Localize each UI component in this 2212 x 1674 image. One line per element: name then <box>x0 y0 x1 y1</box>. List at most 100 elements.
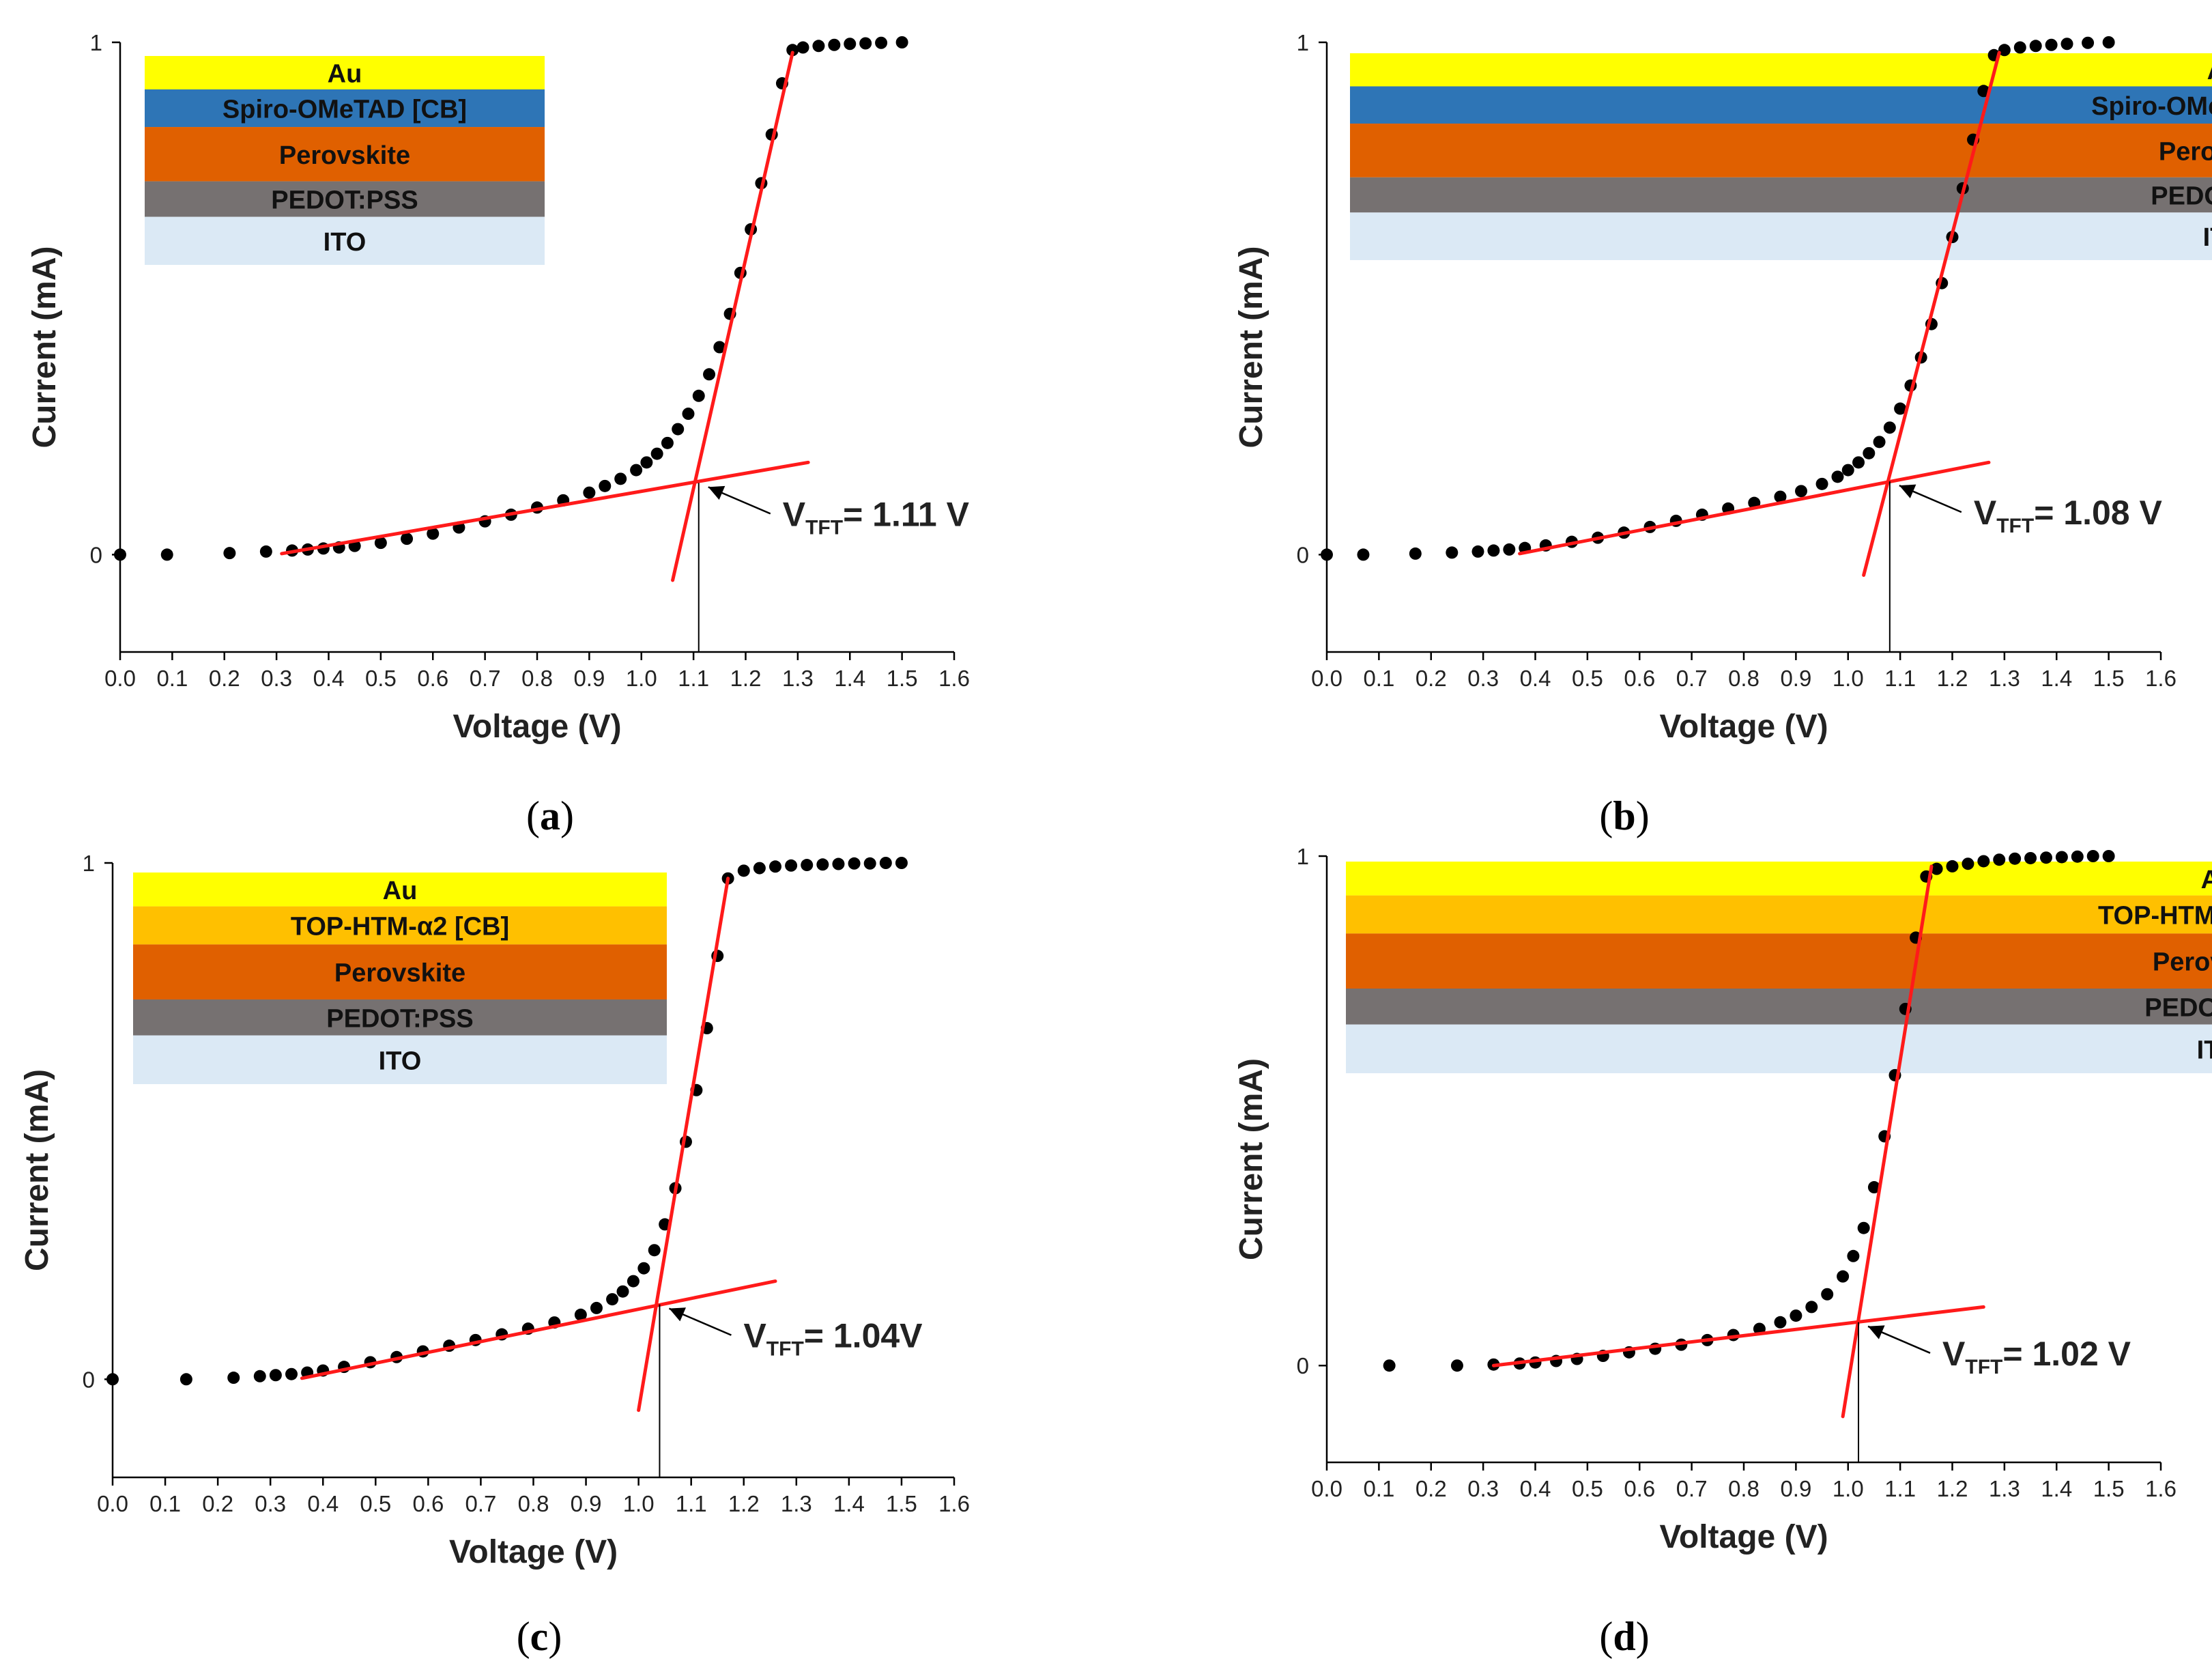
device-stack: Au TOP-HTM-α2 [DCM] Perovskite PEDOT:PSS ITO <box>1346 862 2212 1073</box>
data-point <box>1873 436 1886 449</box>
data-point <box>1894 402 1907 415</box>
y-tick-label: 0 <box>90 542 102 567</box>
data-point <box>844 38 857 51</box>
x-tick-label: 1.5 <box>2093 666 2125 691</box>
vtft-symbol: V <box>1942 1335 1966 1373</box>
data-point <box>374 537 387 550</box>
stack-layer-label: PEDOT:PSS <box>2144 993 2212 1022</box>
data-point <box>259 545 272 558</box>
data-point <box>1847 1249 1860 1262</box>
stack-layer <box>1350 212 2212 260</box>
data-point <box>1471 545 1484 558</box>
data-point <box>1805 1301 1818 1314</box>
y-tick-label: 1 <box>1297 844 1309 869</box>
x-axis-title: Voltage (V) <box>449 1534 618 1570</box>
data-point <box>1774 490 1787 503</box>
x-tick-label: 1.3 <box>1989 666 2020 691</box>
data-point <box>2055 851 2068 864</box>
data-point <box>269 1369 282 1382</box>
x-tick-label: 1.2 <box>728 1491 760 1516</box>
data-point <box>828 38 841 51</box>
y-tick-label: 1 <box>83 851 95 876</box>
caption-paren-close: ) <box>1636 793 1650 838</box>
arrow-head <box>1899 484 1916 498</box>
x-axis-title: Voltage (V) <box>1659 709 1828 745</box>
data-point <box>1998 44 2011 57</box>
data-point <box>1857 1221 1870 1234</box>
panel-a: 0.0 0.1 0.2 0.3 0.4 0.5 0.6 0.7 0.8 0.9 1.0 1.1 1.2 1… <box>27 30 970 838</box>
vtft-subscript: TFT <box>766 1338 804 1361</box>
stack-layer <box>133 873 667 907</box>
data-point <box>1930 862 1943 875</box>
vtft-label: VTFT= 1.02 V <box>1942 1335 2131 1378</box>
stack-layer <box>145 181 545 217</box>
data-point <box>606 1293 619 1306</box>
data-point <box>1977 85 1990 98</box>
stack-layer <box>145 89 545 128</box>
data-point <box>895 857 908 869</box>
vtft-subscript: TFT <box>805 516 843 539</box>
x-tick-label: 1.6 <box>938 1491 970 1516</box>
vtft-value: = 1.08 V <box>2034 494 2162 532</box>
stack-layer-label: TOP-HTM-α2 [DCM] <box>2098 902 2212 931</box>
stack-layer-label: PEDOT:PSS <box>2151 182 2212 211</box>
stack-layer-label: ITO <box>379 1047 422 1075</box>
stack-layer-label: ITO <box>324 228 367 257</box>
panel-caption: (a) <box>526 793 574 838</box>
stack-layer <box>133 906 667 945</box>
x-tick-label: 0.5 <box>365 666 397 691</box>
x-tick-label: 1.0 <box>623 1491 655 1516</box>
stack-layer <box>1346 895 2212 934</box>
caption-paren-open: ( <box>526 793 540 838</box>
data-point <box>106 1373 119 1386</box>
data-point <box>583 486 596 499</box>
vtft-value: = 1.04V <box>804 1317 923 1355</box>
x-tick-label: 0.7 <box>1676 1476 1708 1501</box>
vtft-subscript: TFT <box>1965 1356 2002 1378</box>
stack-layer-label: Perovskite <box>2153 948 2212 977</box>
vtft-symbol: V <box>1974 494 1997 532</box>
vtft-label: VTFT= 1.11 V <box>783 495 970 539</box>
data-point <box>1450 1359 1463 1372</box>
x-tick-label: 1.1 <box>678 666 709 691</box>
data-point <box>1321 548 1333 561</box>
x-tick-label: 0.2 <box>1416 666 1447 691</box>
y-axis-title: Current (mA) <box>1233 1058 1269 1260</box>
data-point <box>1487 544 1500 557</box>
x-tick-label: 0.8 <box>1728 666 1759 691</box>
data-point <box>713 341 726 354</box>
x-tick-label: 1.6 <box>938 666 970 691</box>
panel-c: 0.0 0.1 0.2 0.3 0.4 0.5 0.6 0.7 0.8 0.9 1.0 1.1 1.2 1… <box>19 851 970 1659</box>
data-point <box>816 858 829 871</box>
stack-layer <box>1350 86 2212 124</box>
device-stack: Au Spiro-OMeTAD [DCM] Perovskite PEDOT:PSS I… <box>1350 53 2212 260</box>
data-point <box>786 44 799 57</box>
x-tick-label: 0.0 <box>104 666 136 691</box>
data-point <box>2060 38 2073 51</box>
data-point <box>1383 1359 1396 1372</box>
data-point <box>401 533 414 545</box>
data-point <box>574 1308 587 1321</box>
data-point <box>863 857 876 870</box>
vtft-value: = 1.02 V <box>2002 1335 2131 1373</box>
data-point <box>1863 446 1876 459</box>
stack-layer-label: Au <box>328 59 362 88</box>
data-point <box>875 36 888 49</box>
data-point <box>1962 857 1974 870</box>
data-point <box>637 1262 650 1275</box>
data-point <box>223 547 236 560</box>
data-point <box>1831 470 1844 483</box>
x-tick-label: 0.8 <box>521 666 553 691</box>
data-point <box>114 548 126 561</box>
arrow-head <box>708 485 726 500</box>
stack-layer-label: Perovskite <box>2159 137 2212 166</box>
x-tick-label: 0.5 <box>360 1491 391 1516</box>
vtft-label: VTFT= 1.08 V <box>1974 494 2163 537</box>
data-point <box>253 1370 266 1382</box>
x-tick-label: 0.9 <box>1780 666 1811 691</box>
caption-letter: a <box>540 793 560 838</box>
x-tick-label: 0.4 <box>307 1491 339 1516</box>
device-stack: Au TOP-HTM-α2 [CB] Perovskite PEDOT:PSS ITO <box>133 873 667 1084</box>
x-tick-label: 1.4 <box>833 1491 865 1516</box>
